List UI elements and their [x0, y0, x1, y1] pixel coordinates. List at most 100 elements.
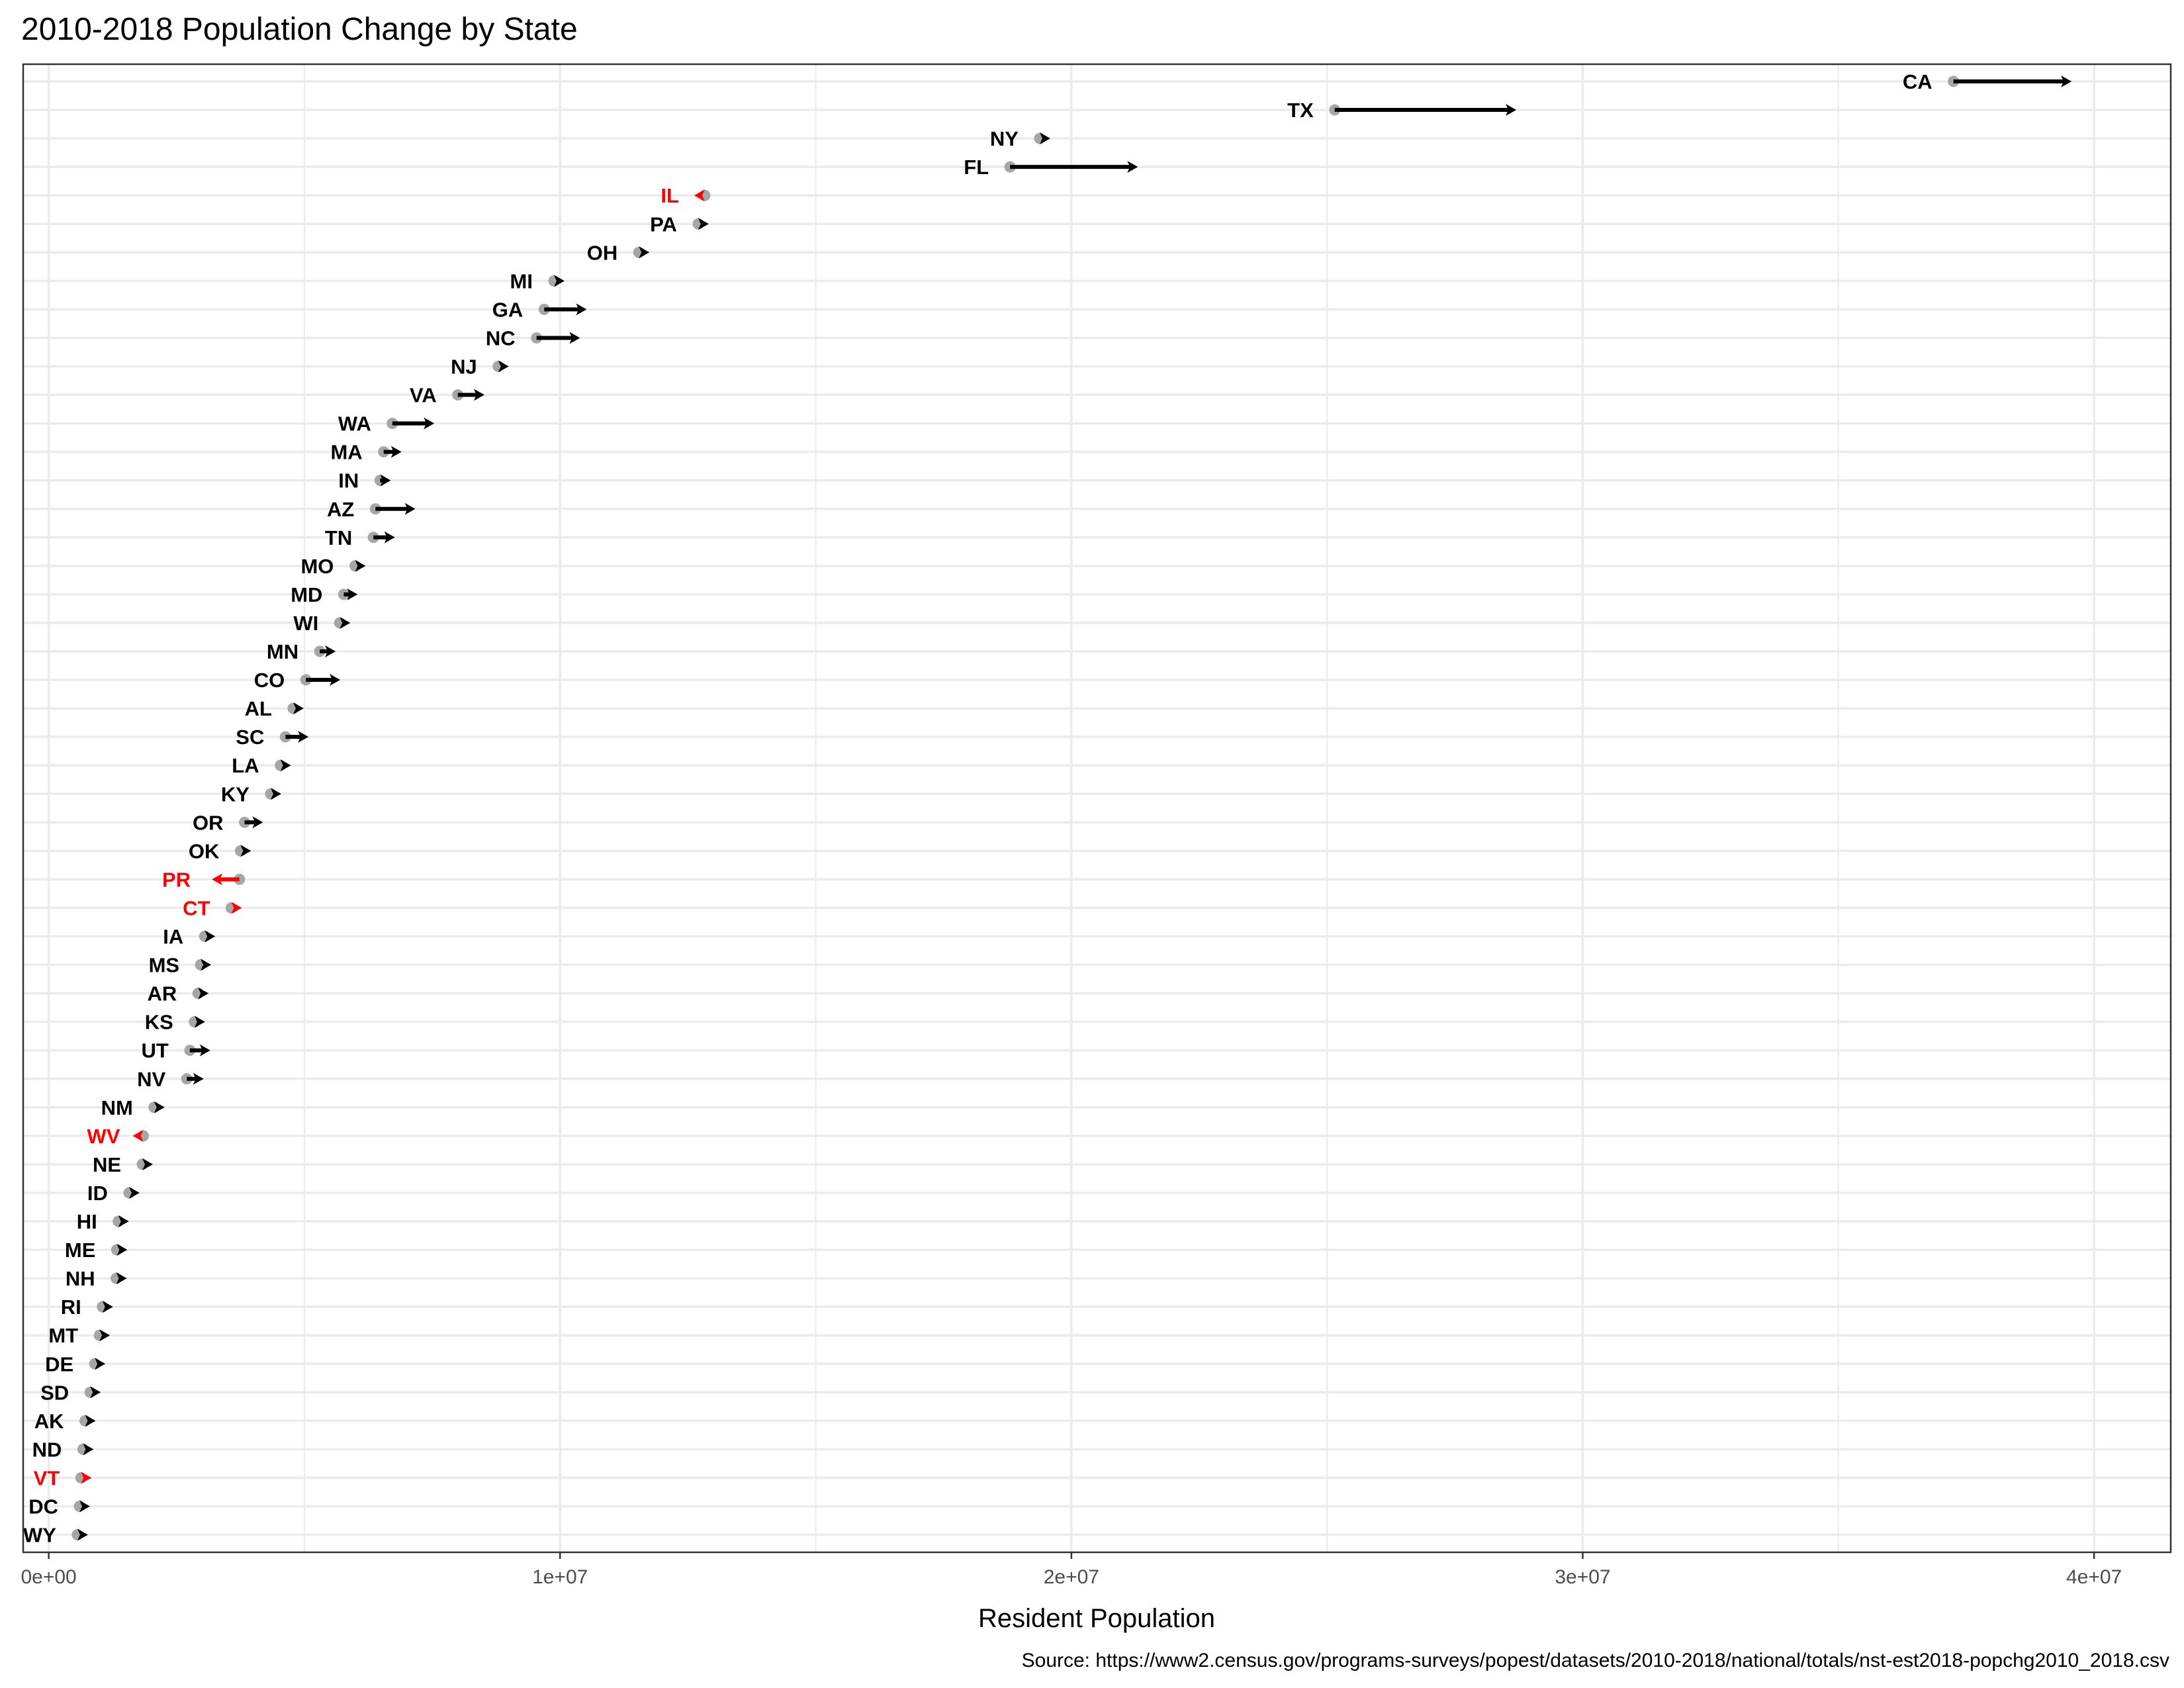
state-label-tn: TN [325, 526, 352, 549]
state-label-or: OR [193, 811, 224, 834]
arrow-head-wy [77, 1528, 88, 1541]
state-label-ar: AR [147, 982, 177, 1006]
arrow-head-hi [118, 1215, 129, 1227]
arrow-head-ok [240, 845, 251, 857]
panel-border [22, 63, 2172, 1554]
arrow-head-in [380, 474, 391, 487]
state-label-nh: NH [66, 1267, 95, 1290]
arrow-head-ct [231, 902, 242, 914]
arrow-head-nj [498, 360, 509, 373]
x-tick-label: 0e+00 [21, 1566, 76, 1588]
state-label-ms: MS [149, 954, 180, 977]
state-label-pa: PA [650, 212, 677, 236]
arrow-head-mn [325, 645, 336, 657]
arrow-head-ky [270, 788, 281, 800]
state-label-mo: MO [300, 555, 334, 578]
state-label-mi: MI [510, 269, 533, 293]
chart-title: 2010-2018 Population Change by State [21, 12, 578, 47]
arrow-head-id [128, 1186, 140, 1199]
state-label-sd: SD [40, 1381, 69, 1404]
state-label-id: ID [87, 1182, 108, 1205]
arrow-head-il [694, 189, 705, 202]
state-label-mn: MN [267, 640, 298, 663]
state-label-ia: IA [163, 925, 183, 949]
state-label-co: CO [254, 669, 285, 692]
state-label-ga: GA [492, 298, 523, 321]
arrow-head-or [252, 816, 263, 829]
arrow-head-al [293, 702, 304, 715]
state-label-nd: ND [32, 1438, 62, 1461]
state-label-vt: VT [34, 1466, 60, 1489]
arrow-head-ks [194, 1015, 205, 1028]
grid-layer [23, 64, 2171, 1552]
state-label-hi: HI [77, 1210, 97, 1233]
arrow-head-ut [199, 1044, 210, 1056]
marks-layer [71, 75, 2072, 1541]
state-label-nm: NM [101, 1096, 133, 1119]
arrow-head-nd [83, 1443, 94, 1456]
arrow-head-nh [116, 1272, 127, 1285]
arrow-head-dc [79, 1500, 90, 1513]
arrow-head-ms [201, 959, 212, 971]
x-axis-title: Resident Population [978, 1604, 1215, 1633]
arrow-head-mt [99, 1329, 111, 1342]
state-label-wa: WA [338, 412, 371, 436]
state-label-ca: CA [1903, 70, 1933, 93]
state-label-nc: NC [486, 326, 516, 350]
arrow-head-sc [298, 731, 309, 743]
state-label-az: AZ [327, 498, 354, 521]
state-label-il: IL [660, 184, 679, 207]
arrow-head-tn [384, 531, 395, 543]
state-label-wy: WY [23, 1524, 56, 1547]
arrow-head-ia [205, 930, 216, 943]
arrow-head-ma [390, 445, 402, 458]
arrow-head-ak [85, 1415, 96, 1427]
arrow-head-ca [2061, 75, 2072, 87]
state-label-pr: PR [162, 868, 191, 891]
x-tick-label: 3e+07 [1555, 1566, 1610, 1588]
state-label-ak: AK [34, 1409, 64, 1432]
arrow-head-va [473, 389, 484, 401]
state-label-la: LA [232, 754, 259, 777]
arrow-head-la [280, 759, 291, 772]
state-label-ks: KS [145, 1011, 173, 1034]
x-axis-ticks: 0e+00 1e+07 2e+07 3e+07 4e+07 [21, 1552, 2122, 1588]
state-label-tx: TX [1287, 99, 1314, 122]
arrow-head-nc [569, 332, 580, 344]
state-label-ok: OK [189, 839, 220, 863]
x-tick-label: 4e+07 [2066, 1566, 2122, 1588]
state-label-wv: WV [87, 1125, 120, 1148]
arrow-head-de [95, 1358, 106, 1370]
arrow-head-wi [340, 616, 351, 629]
arrow-head-md [347, 588, 358, 600]
arrow-head-mo [355, 559, 366, 572]
state-label-va: VA [410, 384, 437, 407]
arrow-head-pr [212, 873, 223, 886]
arrow-head-pa [698, 218, 709, 230]
state-label-nv: NV [137, 1068, 165, 1091]
state-label-ne: NE [93, 1153, 121, 1176]
arrow-head-ne [142, 1158, 154, 1170]
arrow-head-ga [576, 303, 587, 316]
arrow-head-me [116, 1244, 128, 1256]
arrow-head-co [330, 674, 341, 686]
arrow-head-fl [1127, 161, 1138, 173]
x-tick-label: 2e+07 [1044, 1566, 1099, 1588]
arrow-head-mi [553, 275, 565, 287]
state-label-ma: MA [330, 441, 362, 464]
state-label-al: AL [245, 697, 272, 720]
arrow-head-oh [639, 246, 650, 259]
arrow-head-tx [1506, 104, 1517, 117]
arrow-head-nv [193, 1072, 204, 1085]
state-label-wi: WI [293, 612, 318, 635]
state-label-mt: MT [48, 1324, 78, 1347]
arrow-head-nm [154, 1101, 165, 1113]
state-label-me: ME [65, 1239, 96, 1262]
arrow-head-ny [1039, 132, 1050, 145]
state-label-ky: KY [221, 782, 250, 806]
state-label-fl: FL [964, 156, 989, 179]
state-label-ct: CT [183, 896, 210, 919]
state-label-in: IN [338, 469, 359, 492]
